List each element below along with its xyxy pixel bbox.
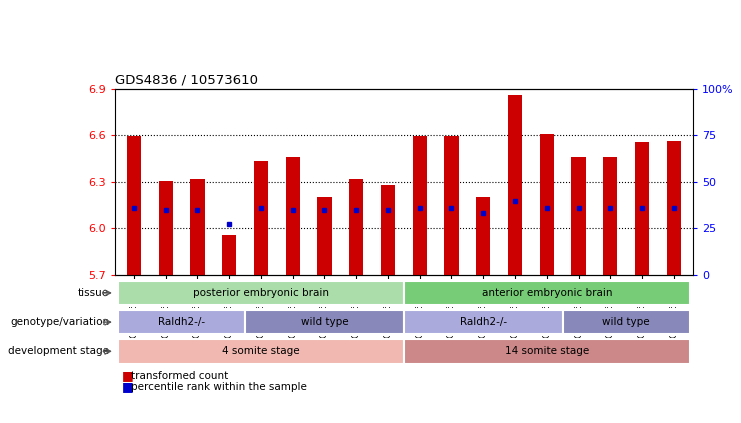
Bar — [349, 179, 363, 275]
Bar — [404, 310, 562, 335]
Bar — [118, 339, 404, 364]
Bar — [413, 136, 427, 275]
Bar — [381, 185, 395, 275]
Bar — [253, 161, 268, 275]
Text: tissue: tissue — [78, 288, 109, 298]
Text: genotype/variation: genotype/variation — [10, 317, 109, 327]
Bar — [476, 198, 491, 275]
Bar — [539, 134, 554, 275]
Text: 4 somite stage: 4 somite stage — [222, 346, 300, 356]
Bar — [127, 136, 141, 275]
Text: ■: ■ — [122, 369, 134, 382]
Text: anterior embryonic brain: anterior embryonic brain — [482, 288, 612, 298]
Bar — [571, 157, 585, 275]
Bar — [667, 141, 681, 275]
Bar — [159, 181, 173, 275]
Bar — [118, 310, 245, 335]
Bar — [445, 136, 459, 275]
Text: wild type: wild type — [301, 317, 348, 327]
Bar — [635, 142, 649, 275]
Text: percentile rank within the sample: percentile rank within the sample — [131, 382, 307, 392]
Text: transformed count: transformed count — [131, 371, 228, 381]
Bar — [317, 198, 331, 275]
Bar — [118, 280, 404, 305]
Text: posterior embryonic brain: posterior embryonic brain — [193, 288, 329, 298]
Bar — [603, 157, 617, 275]
Text: wild type: wild type — [602, 317, 650, 327]
Bar — [245, 310, 404, 335]
Text: Raldh2-/-: Raldh2-/- — [459, 317, 507, 327]
Bar — [190, 179, 205, 275]
Text: Raldh2-/-: Raldh2-/- — [158, 317, 205, 327]
Text: 14 somite stage: 14 somite stage — [505, 346, 589, 356]
Bar — [404, 280, 690, 305]
Bar — [285, 157, 300, 275]
Bar — [222, 235, 236, 275]
Bar — [562, 310, 690, 335]
Text: ■: ■ — [122, 381, 134, 393]
Bar — [404, 339, 690, 364]
Text: development stage: development stage — [8, 346, 109, 356]
Text: GDS4836 / 10573610: GDS4836 / 10573610 — [115, 73, 258, 86]
Bar — [508, 95, 522, 275]
